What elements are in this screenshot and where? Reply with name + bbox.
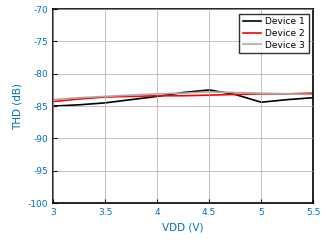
Y-axis label: THD (dB): THD (dB) bbox=[12, 83, 22, 130]
Device 3 bbox=[155, 92, 159, 95]
Device 2 bbox=[51, 100, 55, 103]
Device 2 bbox=[311, 92, 315, 95]
Device 3 bbox=[259, 92, 263, 95]
Device 2 bbox=[77, 97, 81, 100]
Legend: Device 1, Device 2, Device 3: Device 1, Device 2, Device 3 bbox=[239, 14, 309, 53]
Device 2 bbox=[129, 95, 133, 98]
Device 2 bbox=[103, 95, 107, 98]
Device 2 bbox=[233, 93, 237, 96]
Device 1 bbox=[77, 103, 81, 106]
Device 2 bbox=[285, 92, 289, 95]
Device 1 bbox=[103, 101, 107, 104]
Line: Device 3: Device 3 bbox=[53, 92, 313, 100]
X-axis label: VDD (V): VDD (V) bbox=[162, 223, 204, 233]
Device 3 bbox=[233, 91, 237, 94]
Device 3 bbox=[311, 93, 315, 96]
Device 1 bbox=[207, 88, 211, 91]
Device 3 bbox=[77, 96, 81, 99]
Line: Device 1: Device 1 bbox=[53, 90, 313, 106]
Device 2 bbox=[181, 94, 185, 97]
Device 3 bbox=[51, 98, 55, 101]
Device 2 bbox=[207, 94, 211, 96]
Device 1 bbox=[233, 93, 237, 96]
Device 3 bbox=[207, 90, 211, 93]
Device 1 bbox=[181, 91, 185, 94]
Device 1 bbox=[129, 98, 133, 101]
Device 3 bbox=[181, 92, 185, 95]
Device 2 bbox=[155, 94, 159, 97]
Device 2 bbox=[259, 92, 263, 95]
Device 3 bbox=[129, 94, 133, 96]
Device 1 bbox=[155, 95, 159, 98]
Device 3 bbox=[103, 95, 107, 98]
Device 1 bbox=[51, 105, 55, 108]
Device 1 bbox=[285, 98, 289, 101]
Device 3 bbox=[285, 92, 289, 95]
Line: Device 2: Device 2 bbox=[53, 93, 313, 102]
Device 1 bbox=[311, 96, 315, 99]
Device 1 bbox=[259, 101, 263, 104]
